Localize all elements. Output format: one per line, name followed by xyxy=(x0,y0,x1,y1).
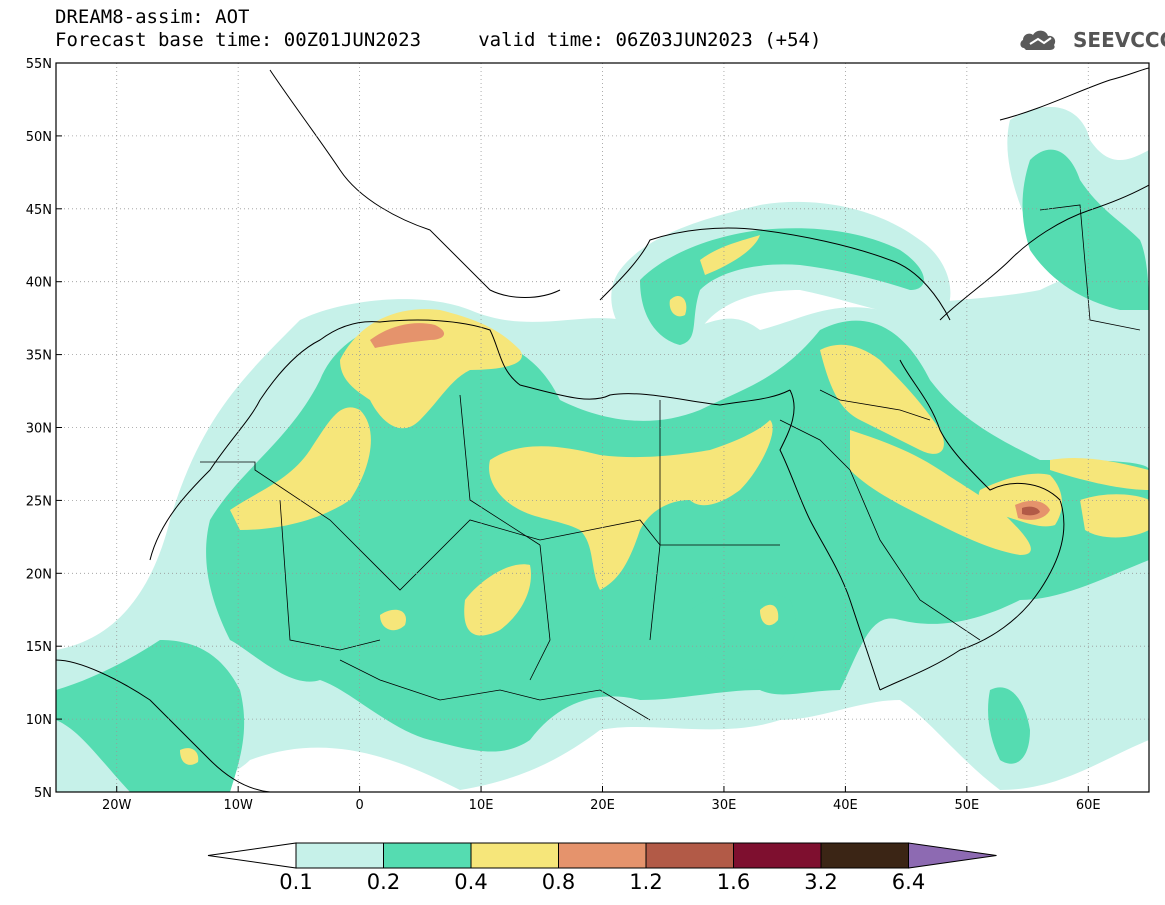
colorbar-segment xyxy=(645,842,734,869)
colorbar-segment xyxy=(558,842,647,869)
logo-text: SEEVCCC xyxy=(1073,28,1165,52)
lat-tick-label: 10N xyxy=(26,713,52,728)
map-grid xyxy=(56,62,1149,793)
lon-tick-label: 50E xyxy=(954,798,979,813)
map-title: DREAM8-assim: AOT xyxy=(55,6,250,28)
lat-tick-label: 20N xyxy=(26,567,52,582)
lat-tick-label: 5N xyxy=(34,786,52,801)
lon-tick-label: 20W xyxy=(102,798,132,813)
aot-band-0.4 xyxy=(180,235,1149,765)
map-subtitle: Forecast base time: 00Z01JUN2023 valid t… xyxy=(55,29,822,51)
colorbar: 0.1 0.2 0.4 0.8 1.2 1.6 3.2 6.4 xyxy=(207,842,997,894)
lon-tick-label: 10W xyxy=(223,798,253,813)
lon-tick-label: 60E xyxy=(1076,798,1101,813)
aot-field xyxy=(56,106,1149,792)
colorbar-label: 0.2 xyxy=(367,870,400,894)
colorbar-segment xyxy=(470,842,559,869)
colorbar-low-arrow xyxy=(207,842,297,869)
lon-tick-label: 0 xyxy=(355,798,363,813)
lon-tick-label: 30E xyxy=(712,798,737,813)
colorbar-high-arrow xyxy=(908,842,997,869)
lon-tick-label: 40E xyxy=(833,798,858,813)
cloud-logo-icon xyxy=(1020,30,1056,50)
country-borders xyxy=(200,204,1141,721)
lat-tick-label: 45N xyxy=(26,203,52,218)
colorbar-label: 6.4 xyxy=(892,870,925,894)
lat-tick-label: 30N xyxy=(26,422,52,437)
colorbar-label: 1.6 xyxy=(717,870,750,894)
coastlines xyxy=(56,67,1149,792)
colorbar-label: 1.2 xyxy=(629,870,662,894)
colorbar-label: 3.2 xyxy=(804,870,837,894)
axis-ticks: 20W 10W 0 10E 20E 30E 40E 50E 60E 5N 10N 15N 20N 25N 3… xyxy=(26,57,1101,813)
lon-tick-label: 10E xyxy=(469,798,494,813)
lat-tick-label: 25N xyxy=(26,494,52,509)
colorbar-label: 0.1 xyxy=(279,870,312,894)
lat-tick-label: 55N xyxy=(26,57,52,72)
colorbar-segment xyxy=(733,842,822,869)
colorbar-label: 0.8 xyxy=(542,870,575,894)
colorbar-segment xyxy=(295,842,384,869)
lon-tick-label: 20E xyxy=(590,798,615,813)
colorbar-segment xyxy=(820,842,909,869)
colorbar-label: 0.4 xyxy=(454,870,487,894)
lat-tick-label: 40N xyxy=(26,276,52,291)
lat-tick-label: 50N xyxy=(26,130,52,145)
aot-band-1.2 xyxy=(1022,506,1040,516)
colorbar-segment xyxy=(383,842,472,869)
lat-tick-label: 15N xyxy=(26,640,52,655)
lat-tick-label: 35N xyxy=(26,349,52,364)
